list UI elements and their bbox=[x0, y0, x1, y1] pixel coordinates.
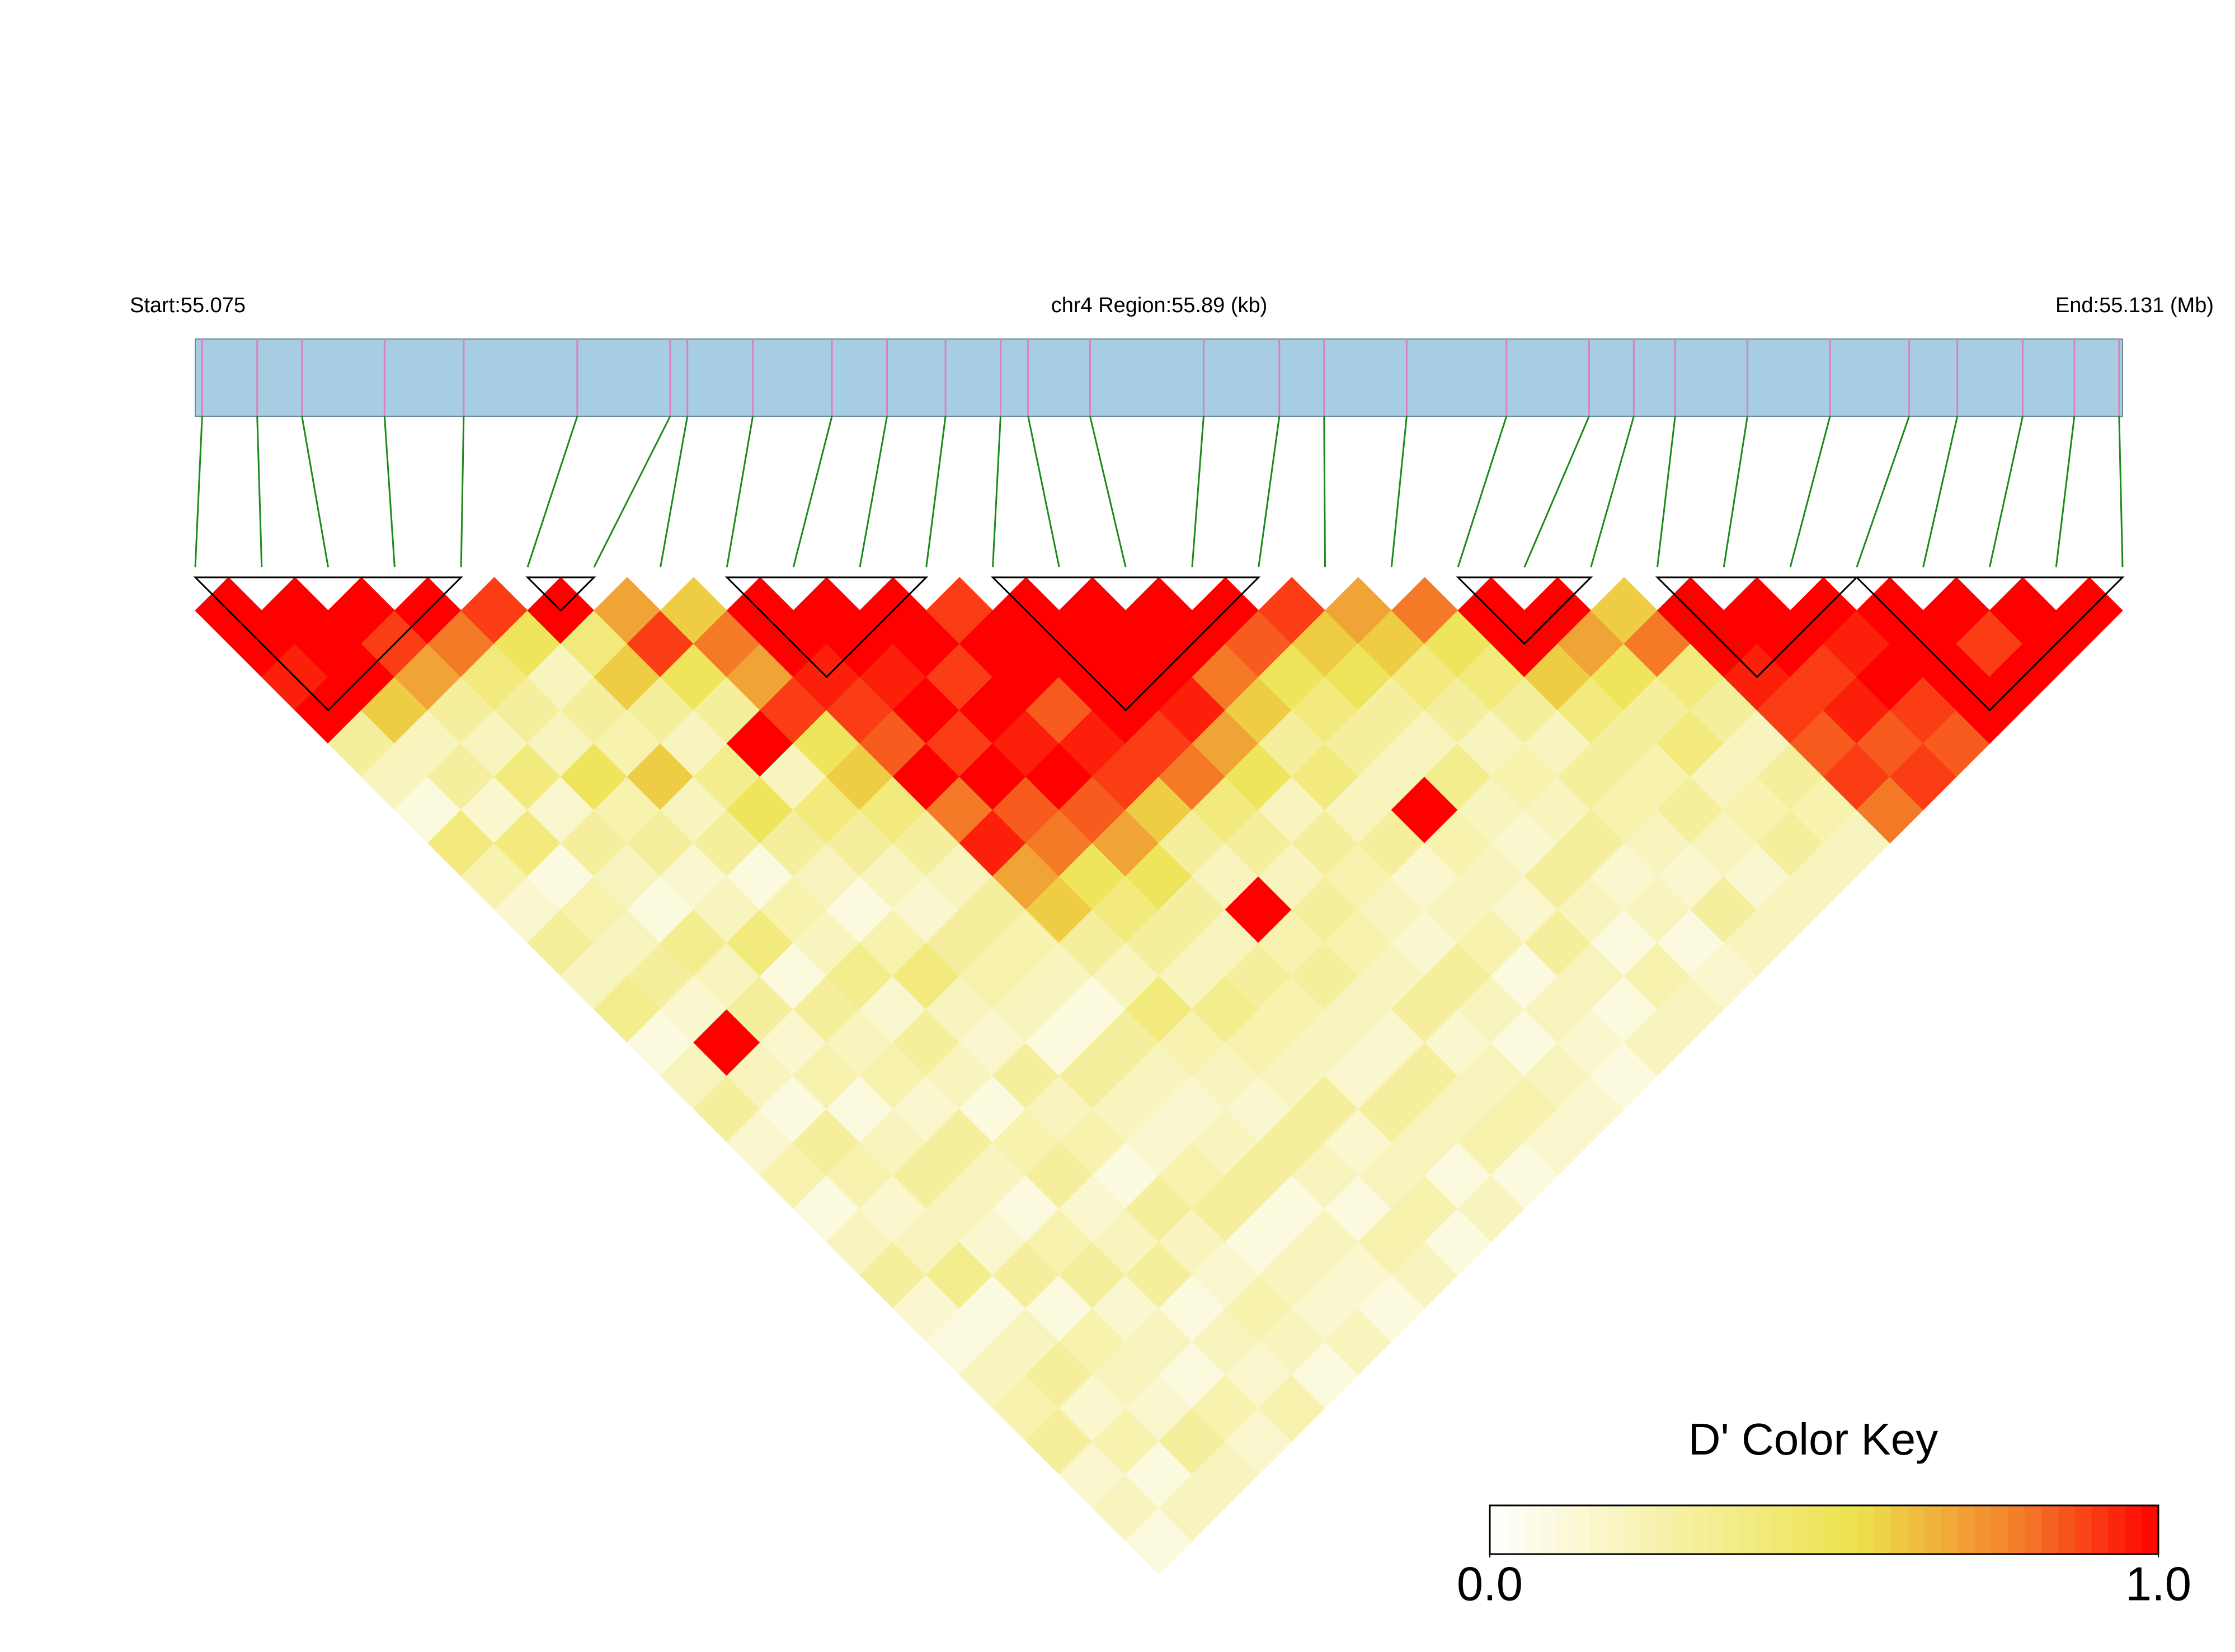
color-key-step bbox=[1573, 1505, 1591, 1554]
snp-link bbox=[925, 416, 947, 568]
snp-link bbox=[1723, 416, 1748, 568]
color-key-step bbox=[1941, 1505, 1959, 1554]
snp-link bbox=[2055, 416, 2076, 568]
snp-link bbox=[1191, 416, 1204, 568]
color-key-step bbox=[1506, 1505, 1524, 1554]
color-key-step bbox=[1857, 1505, 1875, 1554]
snp-link bbox=[1457, 416, 1508, 568]
color-key-step bbox=[1556, 1505, 1574, 1554]
color-key-step bbox=[2058, 1505, 2076, 1554]
snp-link bbox=[1027, 416, 1060, 568]
color-key-step bbox=[1490, 1505, 1507, 1554]
snp-link bbox=[660, 416, 689, 568]
color-key-step bbox=[1740, 1505, 1758, 1554]
color-key-step bbox=[1590, 1505, 1608, 1554]
color-key-step bbox=[1958, 1505, 1975, 1554]
snp-link bbox=[526, 416, 578, 568]
snp-link bbox=[460, 416, 465, 568]
ld-block bbox=[1855, 576, 2125, 712]
color-key-step bbox=[2125, 1505, 2143, 1554]
snp-link bbox=[194, 416, 203, 568]
color-key-step bbox=[1523, 1505, 1541, 1554]
color-key-step bbox=[1640, 1505, 1658, 1554]
color-key-step bbox=[1757, 1505, 1775, 1554]
color-key-step bbox=[1790, 1505, 1808, 1554]
color-key-step bbox=[1991, 1505, 2009, 1554]
color-key-frame bbox=[1489, 1504, 2159, 1555]
snp-link bbox=[301, 416, 330, 568]
color-key-step bbox=[1690, 1505, 1708, 1554]
color-key-step bbox=[1841, 1505, 1858, 1554]
color-key-step bbox=[1607, 1505, 1624, 1554]
color-key-step bbox=[1907, 1505, 1925, 1554]
snp-link bbox=[992, 416, 1002, 568]
snp-link bbox=[1789, 416, 1831, 568]
color-key-label: 1.0 bbox=[2125, 1557, 2191, 1611]
snp-link bbox=[1390, 416, 1408, 568]
snp-link bbox=[593, 416, 671, 568]
ld-block bbox=[1655, 576, 1859, 679]
ld-block bbox=[193, 576, 463, 712]
color-key-step bbox=[1974, 1505, 1992, 1554]
ld-block bbox=[525, 576, 596, 612]
snp-link bbox=[859, 416, 888, 568]
snp-link bbox=[1323, 416, 1326, 568]
snp-link bbox=[1922, 416, 1959, 568]
snp-link bbox=[726, 416, 754, 568]
gene-track bbox=[195, 338, 2123, 417]
snp-link bbox=[792, 416, 833, 568]
snp-link bbox=[1988, 416, 2024, 568]
snp-link bbox=[1258, 416, 1281, 568]
key-title: D' Color Key bbox=[1688, 1414, 1938, 1464]
color-key-step bbox=[1624, 1505, 1641, 1554]
snp-link bbox=[1523, 416, 1590, 568]
color-key-step bbox=[1707, 1505, 1725, 1554]
color-key-step bbox=[1824, 1505, 1842, 1554]
color-key-step bbox=[2074, 1505, 2092, 1554]
ld-block bbox=[724, 576, 929, 679]
snp-link bbox=[256, 416, 263, 568]
ld-block bbox=[990, 576, 1261, 712]
color-key-step bbox=[2108, 1505, 2126, 1554]
color-key-step bbox=[2041, 1505, 2059, 1554]
color-key-step bbox=[2091, 1505, 2109, 1554]
color-key-step bbox=[1891, 1505, 1908, 1554]
ld-block bbox=[1456, 576, 1593, 645]
color-key-step bbox=[1807, 1505, 1825, 1554]
color-key-step bbox=[1924, 1505, 1942, 1554]
snp-link bbox=[2118, 416, 2124, 568]
color-key-step bbox=[1773, 1505, 1791, 1554]
snp-link bbox=[383, 416, 396, 568]
color-key-step bbox=[2025, 1505, 2042, 1554]
snp-link bbox=[1089, 416, 1127, 568]
color-key-step bbox=[1673, 1505, 1691, 1554]
color-key-step bbox=[1724, 1505, 1742, 1554]
end-label: End:55.131 (Mb) bbox=[2055, 294, 2214, 317]
start-label: Start:55.075 bbox=[130, 294, 246, 317]
color-key-step bbox=[1874, 1505, 1891, 1554]
snp-link bbox=[1590, 416, 1635, 568]
color-key-label: 0.0 bbox=[1457, 1557, 1523, 1611]
color-key-step bbox=[1657, 1505, 1674, 1554]
color-key-step bbox=[1540, 1505, 1558, 1554]
color-key-step bbox=[2142, 1505, 2159, 1554]
color-key-step bbox=[2008, 1505, 2025, 1554]
snp-link bbox=[1856, 416, 1911, 568]
snp-link bbox=[1656, 416, 1676, 568]
region-label: chr4 Region:55.89 (kb) bbox=[1051, 294, 1268, 317]
